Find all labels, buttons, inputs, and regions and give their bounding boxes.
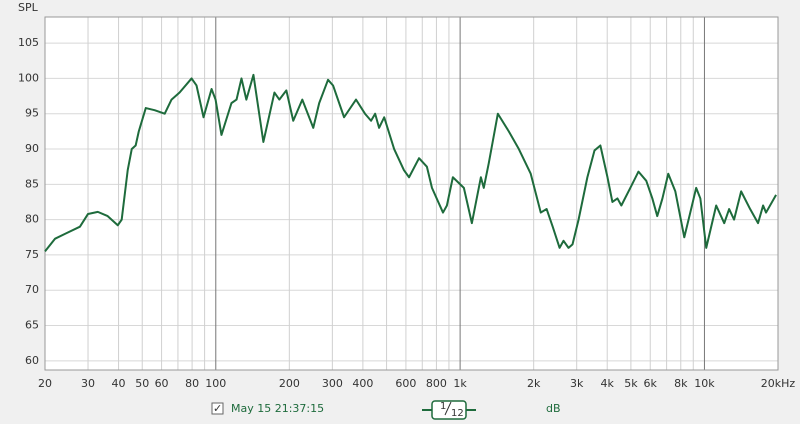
- x-tick-label: 800: [426, 377, 447, 390]
- smoothing-numerator: 1: [440, 401, 446, 412]
- x-tick-label: 200: [279, 377, 300, 390]
- x-tick-label: 50: [135, 377, 149, 390]
- x-tick-label: 60: [155, 377, 169, 390]
- x-tick-label: 400: [352, 377, 373, 390]
- y-tick-label: 90: [25, 142, 39, 155]
- fraction-slash: [444, 401, 452, 416]
- x-tick-label: 600: [395, 377, 416, 390]
- y-axis-label: SPL: [18, 1, 39, 14]
- y-tick-label: 105: [18, 36, 39, 49]
- x-tick-label: 300: [322, 377, 343, 390]
- legend-entry[interactable]: May 15 21:37:15: [231, 402, 324, 415]
- x-tick-label: 10k: [694, 377, 715, 390]
- x-tick-label: 5k: [624, 377, 638, 390]
- y-tick-label: 65: [25, 319, 39, 332]
- legend-checkbox[interactable]: [211, 402, 224, 415]
- x-tick-label: 6k: [644, 377, 658, 390]
- x-tick-label: 40: [112, 377, 126, 390]
- x-tick-label: 20kHz: [761, 377, 796, 390]
- plot-area: [45, 17, 778, 370]
- x-tick-label: 20: [38, 377, 52, 390]
- smoothing-box[interactable]: [431, 400, 467, 420]
- y-tick-label: 95: [25, 107, 39, 120]
- unit-label: dB: [546, 402, 561, 415]
- x-tick-label: 100: [205, 377, 226, 390]
- y-tick-label: 100: [18, 71, 39, 84]
- y-tick-label: 80: [25, 213, 39, 226]
- x-tick-label: 1k: [453, 377, 467, 390]
- y-tick-label: 70: [25, 283, 39, 296]
- x-tick-label: 2k: [527, 377, 541, 390]
- x-tick-label: 4k: [601, 377, 615, 390]
- x-tick-label: 80: [185, 377, 199, 390]
- y-tick-label: 60: [25, 354, 39, 367]
- x-tick-label: 8k: [674, 377, 688, 390]
- y-tick-label: 75: [25, 248, 39, 261]
- y-tick-label: 85: [25, 177, 39, 190]
- data-line: [44, 73, 777, 253]
- x-tick-label: 30: [81, 377, 95, 390]
- checkmark: ✓: [213, 402, 222, 415]
- x-tick-label: 3k: [570, 377, 584, 390]
- smoothing-denominator: 12: [451, 408, 464, 419]
- plot-border: [44, 16, 779, 371]
- grid: [44, 17, 779, 370]
